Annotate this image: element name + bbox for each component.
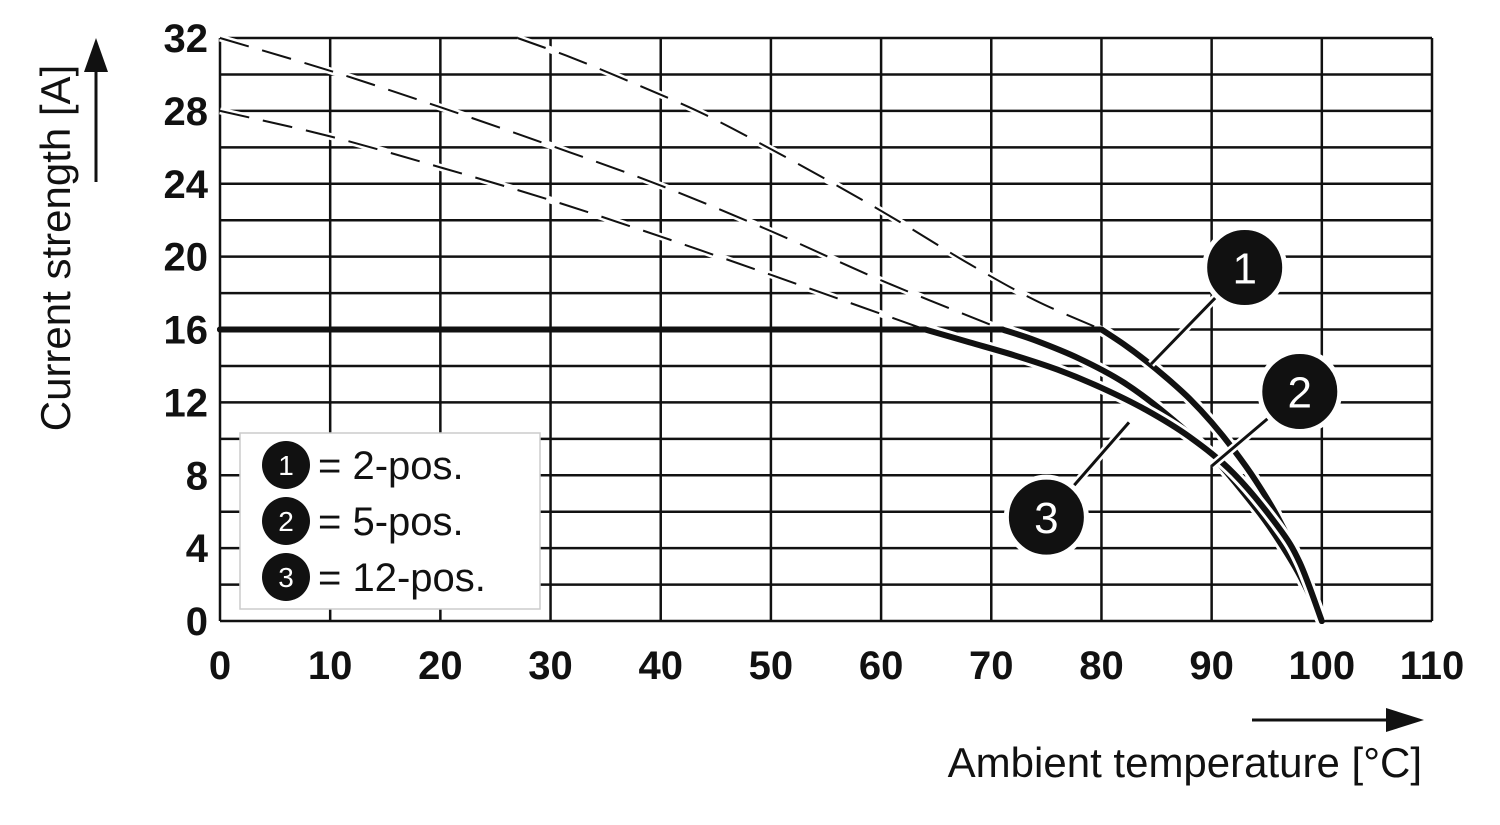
marker-label-3: 3: [1034, 494, 1058, 543]
x-tick-label: 30: [528, 644, 573, 688]
legend-entry: = 12-pos.: [318, 556, 486, 600]
y-axis-arrow-head: [84, 38, 108, 72]
y-tick-label: 32: [164, 17, 209, 61]
x-axis-arrow-head: [1386, 708, 1424, 732]
legend-marker-2: [262, 497, 310, 545]
derating-dashed-curves: [219, 34, 1103, 333]
legend-marker-1: [262, 441, 310, 489]
x-tick-label: 50: [749, 644, 794, 688]
x-axis-title-group: Ambient temperature [°C]: [948, 708, 1424, 786]
x-tick-label: 20: [418, 644, 463, 688]
y-tick-label: 16: [164, 309, 209, 353]
marker-label-2: 2: [1288, 368, 1312, 417]
legend-entry: = 5-pos.: [318, 500, 464, 544]
y-tick-label: 20: [164, 236, 209, 280]
marker-circle-1: [1202, 225, 1288, 311]
x-tick-label: 80: [1079, 644, 1124, 688]
x-tick-label: 60: [859, 644, 904, 688]
derating-curve-1: [517, 37, 1102, 331]
x-tick-label: 70: [969, 644, 1014, 688]
y-tick-label: 12: [164, 381, 209, 425]
curve-markers: 1 2 3: [1003, 225, 1343, 560]
y-axis-title: Current strength [A]: [32, 65, 79, 432]
x-tick-label: 110: [1400, 644, 1465, 688]
legend-marker-label: 3: [278, 562, 294, 593]
legend-entry: = 2-pos.: [318, 444, 464, 488]
y-tick-label: 28: [164, 90, 209, 134]
y-axis-title-group: Current strength [A]: [32, 38, 108, 431]
x-tick-label: 0: [209, 644, 231, 688]
marker-circle-2: [1257, 348, 1343, 434]
derating-curve-3: [219, 109, 926, 331]
x-tick-label: 90: [1189, 644, 1234, 688]
y-tick-label: 0: [186, 600, 208, 644]
legend-marker-label: 2: [278, 506, 294, 537]
x-tick-label: 100: [1288, 644, 1355, 688]
series-lines: [217, 323, 1328, 624]
series-line-3: [922, 326, 1325, 624]
legend: 1 = 2-pos. 2 = 5-pos. 3 = 12-pos.: [239, 432, 541, 610]
x-axis-title: Ambient temperature [°C]: [948, 739, 1422, 786]
y-tick-label: 24: [164, 163, 209, 207]
y-tick-label: 4: [186, 527, 209, 571]
marker-label-1: 1: [1232, 245, 1256, 294]
x-tick-label: 10: [308, 644, 353, 688]
derating-curve-2: [219, 37, 1003, 331]
marker-circle-3: [1003, 474, 1089, 560]
legend-marker-label: 1: [278, 450, 294, 481]
legend-marker-3: [262, 553, 310, 601]
x-tick-label: 40: [638, 644, 683, 688]
y-tick-label: 8: [186, 454, 208, 498]
